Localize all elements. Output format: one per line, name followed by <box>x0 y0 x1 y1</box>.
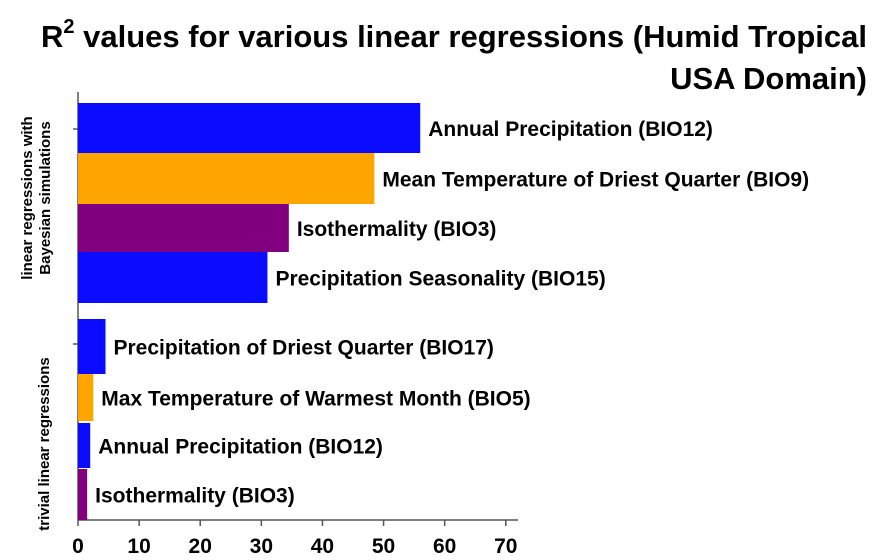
x-tick-label: 60 <box>433 535 456 558</box>
bar <box>78 423 91 468</box>
group-label: trivial linear regressions <box>36 357 53 530</box>
bar <box>78 103 421 153</box>
group-label-line: linear regressions with <box>19 116 36 279</box>
bar-label: Isothermality (BIO3) <box>297 218 497 241</box>
bar-label: Precipitation Seasonality (BIO15) <box>275 268 605 291</box>
x-tick-label: 40 <box>311 535 334 558</box>
chart-title-superscript: 2 <box>63 16 75 38</box>
bar <box>78 469 88 520</box>
bar <box>78 374 94 421</box>
bar-label: Mean Temperature of Driest Quarter (BIO9… <box>382 169 809 192</box>
bar <box>78 153 375 204</box>
chart-title-prefix: R <box>41 19 64 54</box>
bar-label: Precipitation of Driest Quarter (BIO17) <box>114 337 494 360</box>
x-tick-label: 20 <box>189 535 212 558</box>
bar-label: Isothermality (BIO3) <box>95 485 295 508</box>
x-tick-label: 30 <box>250 535 273 558</box>
bar <box>78 204 289 252</box>
group-label-line: trivial linear regressions <box>36 357 53 530</box>
group-label: linear regressions withBayesian simulati… <box>19 116 54 279</box>
bar-label: Annual Precipitation (BIO12) <box>98 436 383 459</box>
x-tick-label: 70 <box>494 535 517 558</box>
x-tick-label: 0 <box>72 535 84 558</box>
bar <box>78 252 268 303</box>
chart-title: R2 values for various linear regressions… <box>7 6 867 100</box>
x-tick-label: 50 <box>372 535 395 558</box>
group-label-line: Bayesian simulations <box>37 121 54 274</box>
chart-title-text: values for various linear regressions (H… <box>74 19 867 96</box>
bar <box>78 319 106 374</box>
x-tick-label: 10 <box>127 535 150 558</box>
bar-label: Max Temperature of Warmest Month (BIO5) <box>101 388 530 411</box>
bar-label: Annual Precipitation (BIO12) <box>428 118 713 141</box>
